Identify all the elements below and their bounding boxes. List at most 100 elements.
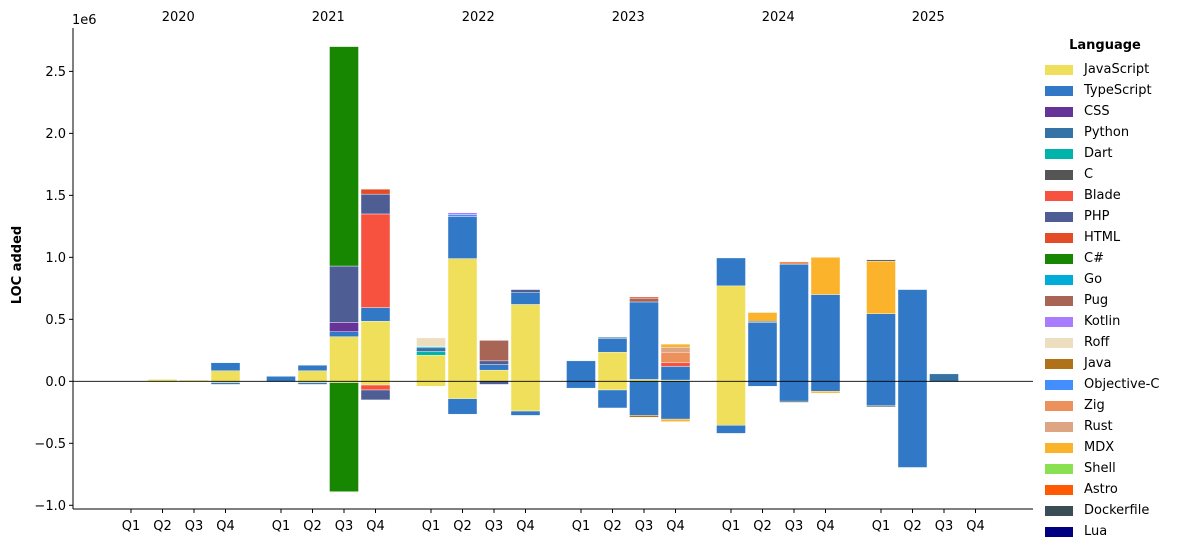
legend-label: Shell	[1084, 461, 1116, 476]
bar-segment	[597, 389, 628, 409]
legend-label: Dockerfile	[1084, 503, 1150, 518]
bar-segment	[360, 381, 391, 386]
y-axis-exponent: 1e6	[72, 13, 97, 28]
legend-item: JavaScript	[1040, 59, 1175, 80]
legend-item: C#	[1040, 248, 1175, 269]
legend-swatch	[1045, 274, 1073, 285]
bar-segment	[416, 347, 446, 352]
bar-segment	[297, 382, 328, 385]
legend-item: Objective-C	[1040, 374, 1175, 395]
bar-segment	[510, 292, 541, 305]
legend-title: Language	[1069, 38, 1141, 53]
y-tick-label: −1.0	[34, 499, 66, 514]
bar-segment	[447, 258, 478, 382]
y-tick-label: 2.5	[45, 65, 66, 80]
bar-segment	[810, 391, 841, 394]
x-tick-label: Q2	[753, 519, 772, 534]
bar-segment	[566, 381, 596, 389]
x-tick-label: Q1	[872, 519, 891, 534]
bar-segment	[597, 381, 628, 391]
bar-segment	[716, 381, 746, 426]
legend-swatch	[1045, 253, 1073, 264]
x-tick-label: Q4	[216, 519, 235, 534]
bar-segment	[660, 418, 691, 422]
bar-segment	[629, 296, 659, 299]
legend-swatch	[1045, 337, 1073, 348]
bar-segment	[329, 46, 359, 267]
legend: Language JavaScript TypeScript CSS Python Da…	[1040, 38, 1175, 542]
bar-segment	[779, 261, 809, 265]
bar-segment	[479, 364, 509, 371]
bar-segment	[360, 320, 391, 382]
bar-segment	[866, 260, 896, 314]
x-tick-label: Q4	[666, 519, 685, 534]
y-axis-label: LOC added	[10, 226, 25, 304]
bar-segment	[866, 259, 896, 262]
bar-segment	[747, 381, 778, 387]
legend-item: Shell	[1040, 458, 1175, 479]
bar-segment	[597, 337, 628, 339]
legend-label: C#	[1084, 251, 1104, 266]
legend-item: Rust	[1040, 416, 1175, 437]
legend-item: Kotlin	[1040, 311, 1175, 332]
bar-segment	[716, 425, 746, 434]
legend-item: HTML	[1040, 227, 1175, 248]
y-tick-label: −0.5	[34, 437, 66, 452]
bar-segment	[897, 289, 928, 382]
legend-label: Pug	[1084, 293, 1109, 308]
y-tick-label: 0.0	[45, 375, 66, 390]
legend-label: Java	[1084, 356, 1112, 371]
bar-segment	[360, 213, 391, 308]
bar-segment	[810, 294, 841, 382]
legend-label: Roff	[1084, 335, 1110, 350]
bar-segment	[747, 312, 778, 322]
bar-segment	[416, 337, 446, 347]
year-labels: 2020 2021 2022 2023 2024 2025	[162, 10, 945, 25]
bar-segment	[479, 381, 509, 385]
legend-item: PHP	[1040, 206, 1175, 227]
x-tick-label: Q4	[966, 519, 985, 534]
bar-segment	[329, 336, 359, 382]
legend-swatch	[1045, 127, 1073, 138]
legend-label: Zig	[1084, 398, 1105, 413]
legend-label: CSS	[1084, 104, 1110, 119]
legend-label: PHP	[1084, 209, 1110, 224]
x-tick-label: Q2	[153, 519, 172, 534]
bar-segment	[660, 381, 691, 420]
x-tick-label: Q2	[453, 519, 472, 534]
bar-segment	[716, 257, 746, 287]
bar-segment	[210, 362, 241, 371]
legend-label: Lua	[1084, 524, 1108, 539]
bar-segment	[810, 381, 841, 392]
x-tick-label: Q1	[722, 519, 741, 534]
bar-segment	[447, 212, 478, 215]
bar-segment	[810, 257, 841, 295]
bar-segment	[510, 410, 541, 416]
bar-segment	[447, 216, 478, 259]
x-tick-label: Q3	[785, 519, 804, 534]
legend-item: TypeScript	[1040, 80, 1175, 101]
year-label: 2025	[912, 10, 945, 25]
bar-segment	[329, 322, 359, 332]
legend-item: C	[1040, 164, 1175, 185]
legend-swatch	[1045, 526, 1073, 537]
legend-swatch	[1045, 211, 1073, 222]
x-tick-label: Q3	[335, 519, 354, 534]
x-tick-label: Q4	[816, 519, 835, 534]
year-label: 2021	[312, 10, 345, 25]
legend-item: Lua	[1040, 521, 1175, 542]
bar-segment	[779, 400, 809, 403]
legend-swatch	[1045, 190, 1073, 201]
bars-layer	[147, 46, 959, 492]
bar-segment	[510, 304, 541, 382]
legend-swatch	[1045, 106, 1073, 117]
y-tick-label: 1.5	[45, 189, 66, 204]
bar-segment	[897, 381, 928, 468]
legend-item: Dart	[1040, 143, 1175, 164]
bar-segment	[329, 265, 359, 323]
legend-label: Astro	[1084, 482, 1118, 497]
legend-label: C	[1084, 167, 1094, 182]
legend-item: Blade	[1040, 185, 1175, 206]
legend-label: Python	[1084, 125, 1130, 140]
x-tick-label: Q3	[185, 519, 204, 534]
